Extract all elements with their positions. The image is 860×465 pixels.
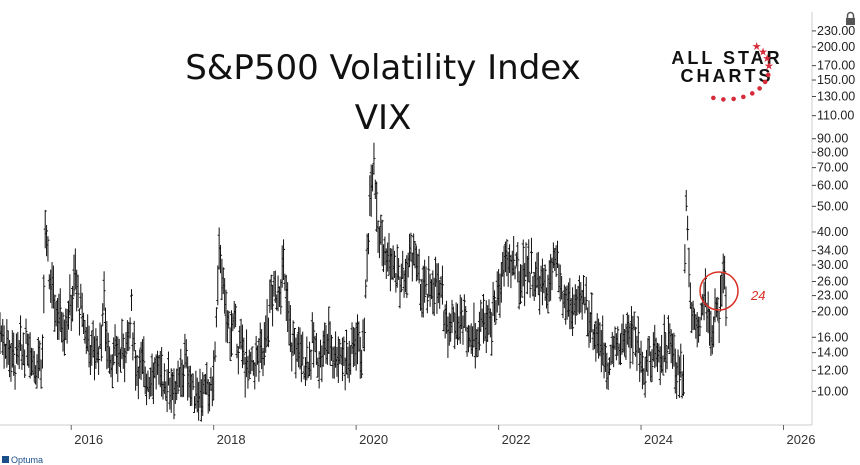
y-tick-label: 20.00 xyxy=(817,305,848,319)
y-tick-label: 130.00 xyxy=(817,89,855,103)
star-icon: ● xyxy=(721,96,726,103)
y-tick-label: 30.00 xyxy=(817,258,848,272)
x-axis-ticks: 2016 2018 2020 2022 2024 2026 xyxy=(70,425,816,447)
y-tick-label: 80.00 xyxy=(817,145,848,159)
x-tick-label: 2020 xyxy=(359,432,388,447)
x-tick-label: 2024 xyxy=(644,432,673,447)
y-tick-label: 26.00 xyxy=(817,274,848,288)
y-tick-label: 110.00 xyxy=(817,109,854,123)
y-tick-label: 14.00 xyxy=(817,346,848,360)
star-icon: ● xyxy=(766,72,771,79)
y-tick-label: 230.00 xyxy=(817,24,855,38)
chart-title: S&P500 Volatility Index xyxy=(185,48,581,88)
y-tick-label: 60.00 xyxy=(817,178,848,192)
x-tick-label: 2016 xyxy=(74,432,103,447)
star-icon: ★ xyxy=(758,46,768,59)
logo-stars: ★★★★●●●●●●●● xyxy=(711,40,774,103)
star-icon: ★ xyxy=(764,59,774,72)
logo-line2: CHARTS xyxy=(681,66,774,86)
y-tick-label: 150.00 xyxy=(817,73,855,87)
y-tick-label: 34.00 xyxy=(817,244,848,258)
footer-text: Optuma xyxy=(11,455,43,465)
star-icon: ★ xyxy=(752,40,762,53)
x-tick-label: 2018 xyxy=(217,432,246,447)
star-icon: ● xyxy=(750,90,755,97)
highlight-circle xyxy=(699,271,739,311)
y-tick-label: 10.00 xyxy=(817,384,848,398)
y-tick-label: 70.00 xyxy=(817,161,848,175)
y-tick-label: 170.00 xyxy=(817,59,855,73)
all-star-charts-logo: ALL STAR CHARTS ★★★★●●●●●●●● xyxy=(671,40,782,103)
price-bars xyxy=(0,142,728,422)
star-icon: ● xyxy=(757,85,762,92)
y-tick-label: 16.00 xyxy=(817,330,848,344)
star-icon: ● xyxy=(711,94,716,101)
optuma-footer: Optuma xyxy=(2,455,43,465)
star-icon: ● xyxy=(762,79,767,86)
y-tick-label: 23.00 xyxy=(817,289,848,303)
star-icon: ● xyxy=(731,96,736,103)
star-icon: ★ xyxy=(762,52,772,65)
lock-icon[interactable] xyxy=(846,11,855,25)
y-tick-label: 90.00 xyxy=(817,132,848,146)
y-tick-label: 12.00 xyxy=(817,363,848,377)
optuma-logo-icon xyxy=(2,456,9,463)
x-tick-label: 2022 xyxy=(502,432,531,447)
y-tick-label: 200.00 xyxy=(817,40,855,54)
x-tick-label: 2026 xyxy=(787,432,816,447)
logo-line1: ALL STAR xyxy=(671,48,782,68)
y-tick-label: 50.00 xyxy=(817,199,848,213)
y-tick-label: 40.00 xyxy=(817,225,848,239)
chart-subtitle: VIX xyxy=(355,98,412,138)
annotation-label: 24 xyxy=(750,288,765,303)
star-icon: ● xyxy=(741,94,746,101)
